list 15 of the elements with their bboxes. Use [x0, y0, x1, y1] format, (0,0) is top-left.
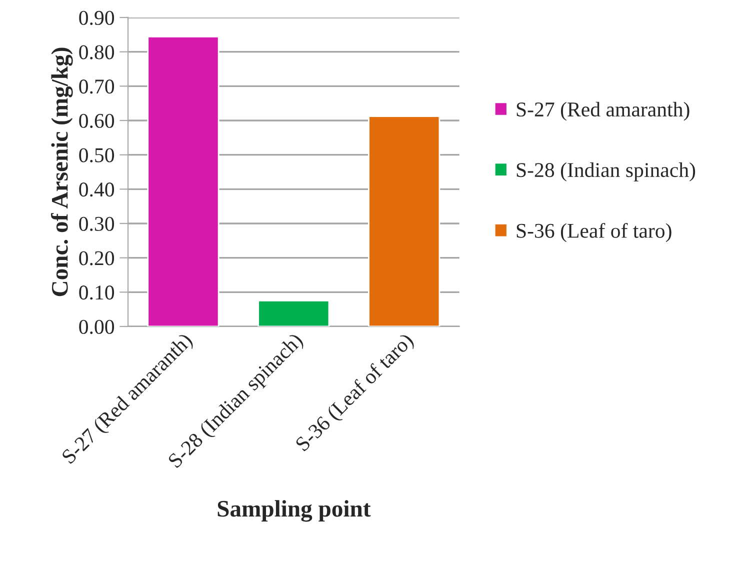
y-tick-label: 0.20	[79, 251, 114, 266]
y-tick-label: 0.30	[79, 216, 114, 232]
y-tick-label: 0.70	[79, 80, 114, 94]
y-tick-label: 0.80	[79, 45, 114, 60]
legend-label: S-36 (Leaf of taro)	[516, 222, 672, 242]
y-tick-label: 0.00	[79, 320, 114, 334]
y-tick-label: 0.60	[79, 114, 114, 128]
x-axis-title: Sampling point	[218, 500, 371, 522]
y-axis-title: Conc. of Arsenic (mg/kg)	[50, 48, 73, 296]
y-tick-label: 0.50	[79, 148, 114, 162]
legend-label: S-27 (Red amaranth)	[516, 102, 690, 121]
y-tick-label: 0.10	[79, 286, 114, 300]
y-tick-label: 0.90	[79, 10, 114, 26]
y-tick-label: 0.40	[79, 182, 114, 197]
legend-label: S-28 (Indian spinach)	[516, 162, 696, 182]
